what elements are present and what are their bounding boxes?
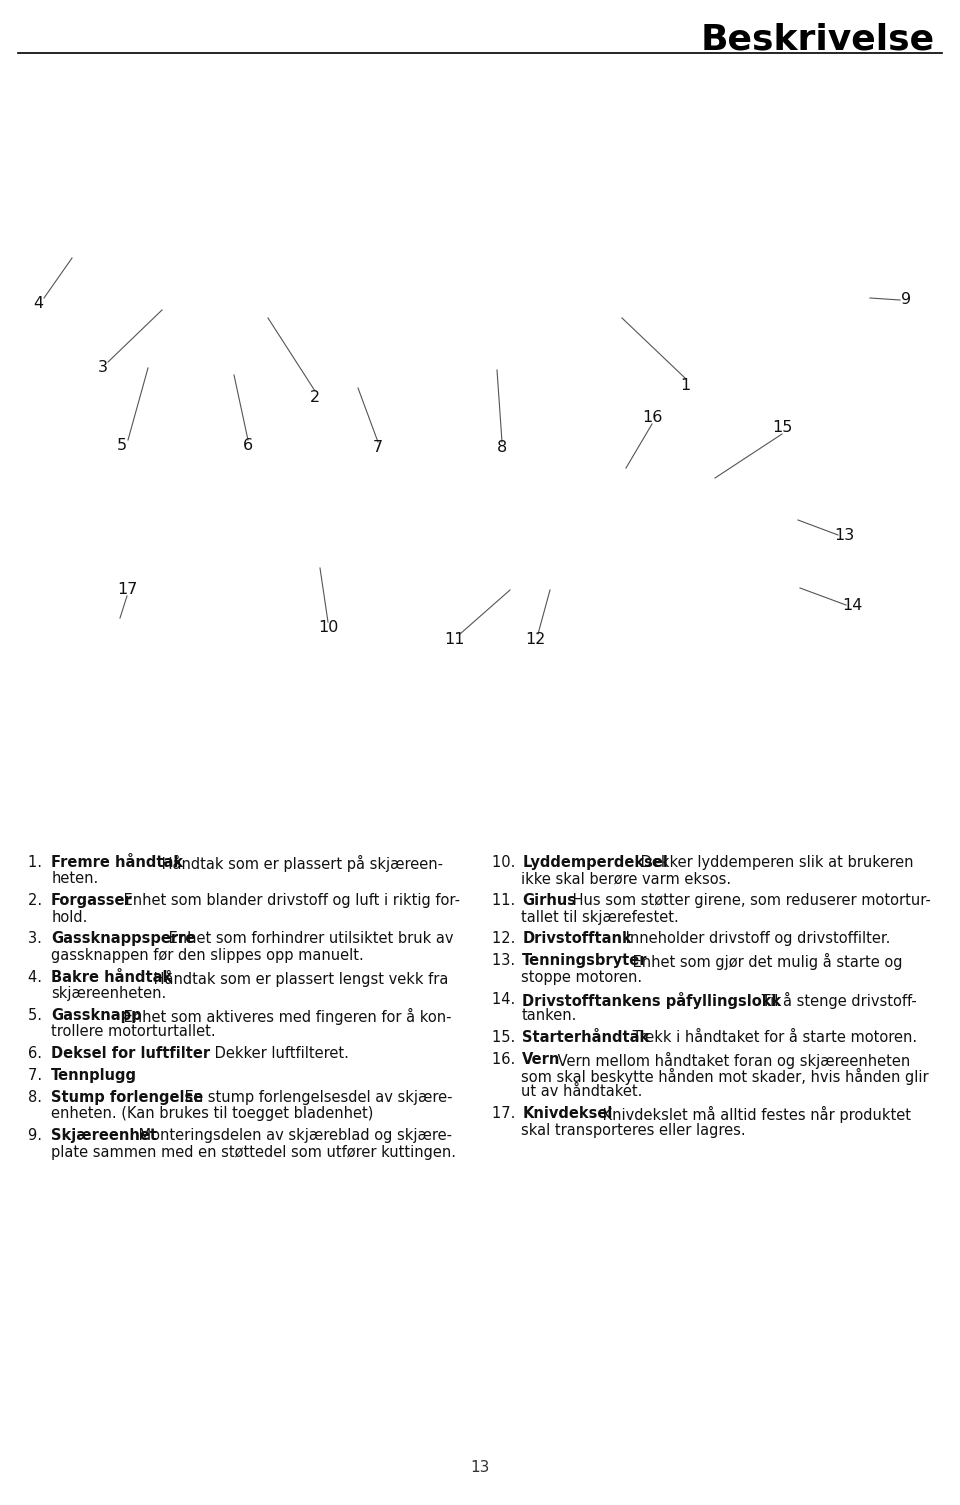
Text: trollere motorturtallet.: trollere motorturtallet. (51, 1025, 216, 1040)
Text: 17: 17 (117, 582, 137, 597)
Text: stoppe motoren.: stoppe motoren. (521, 969, 642, 984)
Text: enheten. (Kan brukes til toegget bladenhet): enheten. (Kan brukes til toegget bladenh… (51, 1106, 373, 1121)
Text: ikke skal berøre varm eksos.: ikke skal berøre varm eksos. (521, 871, 732, 886)
Text: 13: 13 (834, 527, 854, 542)
Text: 1: 1 (680, 378, 690, 393)
Text: hold.: hold. (51, 909, 87, 924)
Text: 5.: 5. (28, 1008, 47, 1023)
Text: plate sammen med en støttedel som utfører kuttingen.: plate sammen med en støttedel som utføre… (51, 1145, 456, 1160)
Text: 15: 15 (772, 420, 792, 435)
Text: Til å stenge drivstoff-: Til å stenge drivstoff- (757, 992, 917, 1008)
Text: Tennplugg: Tennplugg (51, 1069, 136, 1084)
Text: Trekk i håndtaket for å starte motoren.: Trekk i håndtaket for å starte motoren. (629, 1029, 918, 1044)
Text: 13.: 13. (492, 954, 519, 968)
Text: tallet til skjærefestet.: tallet til skjærefestet. (521, 909, 679, 924)
Text: Fremre håndtak: Fremre håndtak (51, 855, 182, 870)
Text: 15.: 15. (492, 1029, 520, 1044)
Text: Tenningsbryter: Tenningsbryter (522, 954, 648, 968)
Text: Forgasser: Forgasser (51, 894, 132, 908)
Text: 10.: 10. (492, 855, 520, 870)
Text: 14.: 14. (492, 992, 520, 1007)
Text: Gassknapp: Gassknapp (51, 1008, 141, 1023)
Text: Monteringsdelen av skjæreblad og skjære-: Monteringsdelen av skjæreblad og skjære- (134, 1129, 452, 1144)
Text: 11: 11 (444, 632, 466, 647)
Text: 17.: 17. (492, 1106, 520, 1121)
Text: heten.: heten. (51, 871, 99, 886)
Text: Drivstofftankens påfyllingslokk: Drivstofftankens påfyllingslokk (522, 992, 781, 1008)
Text: Enhet som forhindrer utilsiktet bruk av: Enhet som forhindrer utilsiktet bruk av (164, 932, 454, 947)
Text: 1.: 1. (28, 855, 47, 870)
Text: Håndtak som er plassert lengst vekk fra: Håndtak som er plassert lengst vekk fra (150, 969, 448, 987)
Text: 4: 4 (33, 295, 43, 310)
Text: 11.: 11. (492, 894, 520, 908)
Text: En stump forlengelsesdel av skjære-: En stump forlengelsesdel av skjære- (180, 1090, 452, 1105)
Text: Inneholder drivstoff og drivstoffilter.: Inneholder drivstoff og drivstoffilter. (621, 932, 890, 947)
Text: 6: 6 (243, 438, 253, 453)
Text: Enhet som blander drivstoff og luft i riktig for-: Enhet som blander drivstoff og luft i ri… (119, 894, 460, 908)
Text: 12.: 12. (492, 932, 520, 947)
Text: 7: 7 (372, 441, 383, 456)
Text: gassknappen før den slippes opp manuelt.: gassknappen før den slippes opp manuelt. (51, 948, 364, 963)
Text: 16: 16 (642, 411, 662, 426)
Text: 2: 2 (310, 390, 320, 405)
Text: 2.: 2. (28, 894, 47, 908)
Text: Håndtak som er plassert på skjæreen-: Håndtak som er plassert på skjæreen- (156, 855, 443, 871)
Text: Skjæreenhet: Skjæreenhet (51, 1129, 156, 1144)
Text: 8.: 8. (28, 1090, 47, 1105)
Text: 12: 12 (525, 632, 545, 647)
Text: Girhus: Girhus (522, 894, 576, 908)
Text: 5: 5 (117, 438, 127, 453)
Text: Knivdekslet må alltid festes når produktet: Knivdekslet må alltid festes når produkt… (598, 1106, 911, 1123)
Text: 16.: 16. (492, 1052, 520, 1067)
Text: 10: 10 (318, 620, 338, 635)
Text: Bakre håndtak: Bakre håndtak (51, 969, 172, 984)
Text: Enhet som gjør det mulig å starte og: Enhet som gjør det mulig å starte og (629, 954, 903, 971)
Text: Deksel for luftfilter: Deksel for luftfilter (51, 1046, 210, 1061)
Text: som skal beskytte hånden mot skader, hvis hånden glir: som skal beskytte hånden mot skader, hvi… (521, 1069, 928, 1085)
Text: 7.: 7. (28, 1069, 47, 1084)
Text: 3.: 3. (28, 932, 46, 947)
Text: Vern mellom håndtaket foran og skjæreenheten: Vern mellom håndtaket foran og skjæreenh… (553, 1052, 910, 1069)
Text: skjæreenheten.: skjæreenheten. (51, 986, 167, 1001)
Text: Dekker luftfilteret.: Dekker luftfilteret. (210, 1046, 348, 1061)
Text: Beskrivelse: Beskrivelse (701, 23, 935, 57)
Text: ut av håndtaket.: ut av håndtaket. (521, 1085, 642, 1100)
Text: 14: 14 (842, 597, 862, 613)
Text: 4.: 4. (28, 969, 47, 984)
Text: Dekker lyddemperen slik at brukeren: Dekker lyddemperen slik at brukeren (636, 855, 914, 870)
Text: 6.: 6. (28, 1046, 47, 1061)
Text: 9.: 9. (28, 1129, 47, 1144)
Text: Stump forlengelse: Stump forlengelse (51, 1090, 203, 1105)
Text: Hus som støtter girene, som reduserer motortur-: Hus som støtter girene, som reduserer mo… (567, 894, 930, 908)
Text: Drivstofftank: Drivstofftank (522, 932, 632, 947)
Text: 13: 13 (470, 1460, 490, 1475)
Text: 3: 3 (98, 361, 108, 376)
Text: Starterhåndtak: Starterhåndtak (522, 1029, 650, 1044)
Text: 8: 8 (497, 441, 507, 456)
Text: skal transporteres eller lagres.: skal transporteres eller lagres. (521, 1123, 746, 1138)
Text: tanken.: tanken. (521, 1008, 577, 1023)
Text: 9: 9 (900, 292, 911, 307)
Text: Enhet som aktiveres med fingeren for å kon-: Enhet som aktiveres med fingeren for å k… (119, 1008, 451, 1025)
Text: Gassknappsperre: Gassknappsperre (51, 932, 195, 947)
Text: Knivdeksel: Knivdeksel (522, 1106, 612, 1121)
Text: Vern: Vern (522, 1052, 561, 1067)
Text: Lyddemperdeksel: Lyddemperdeksel (522, 855, 668, 870)
